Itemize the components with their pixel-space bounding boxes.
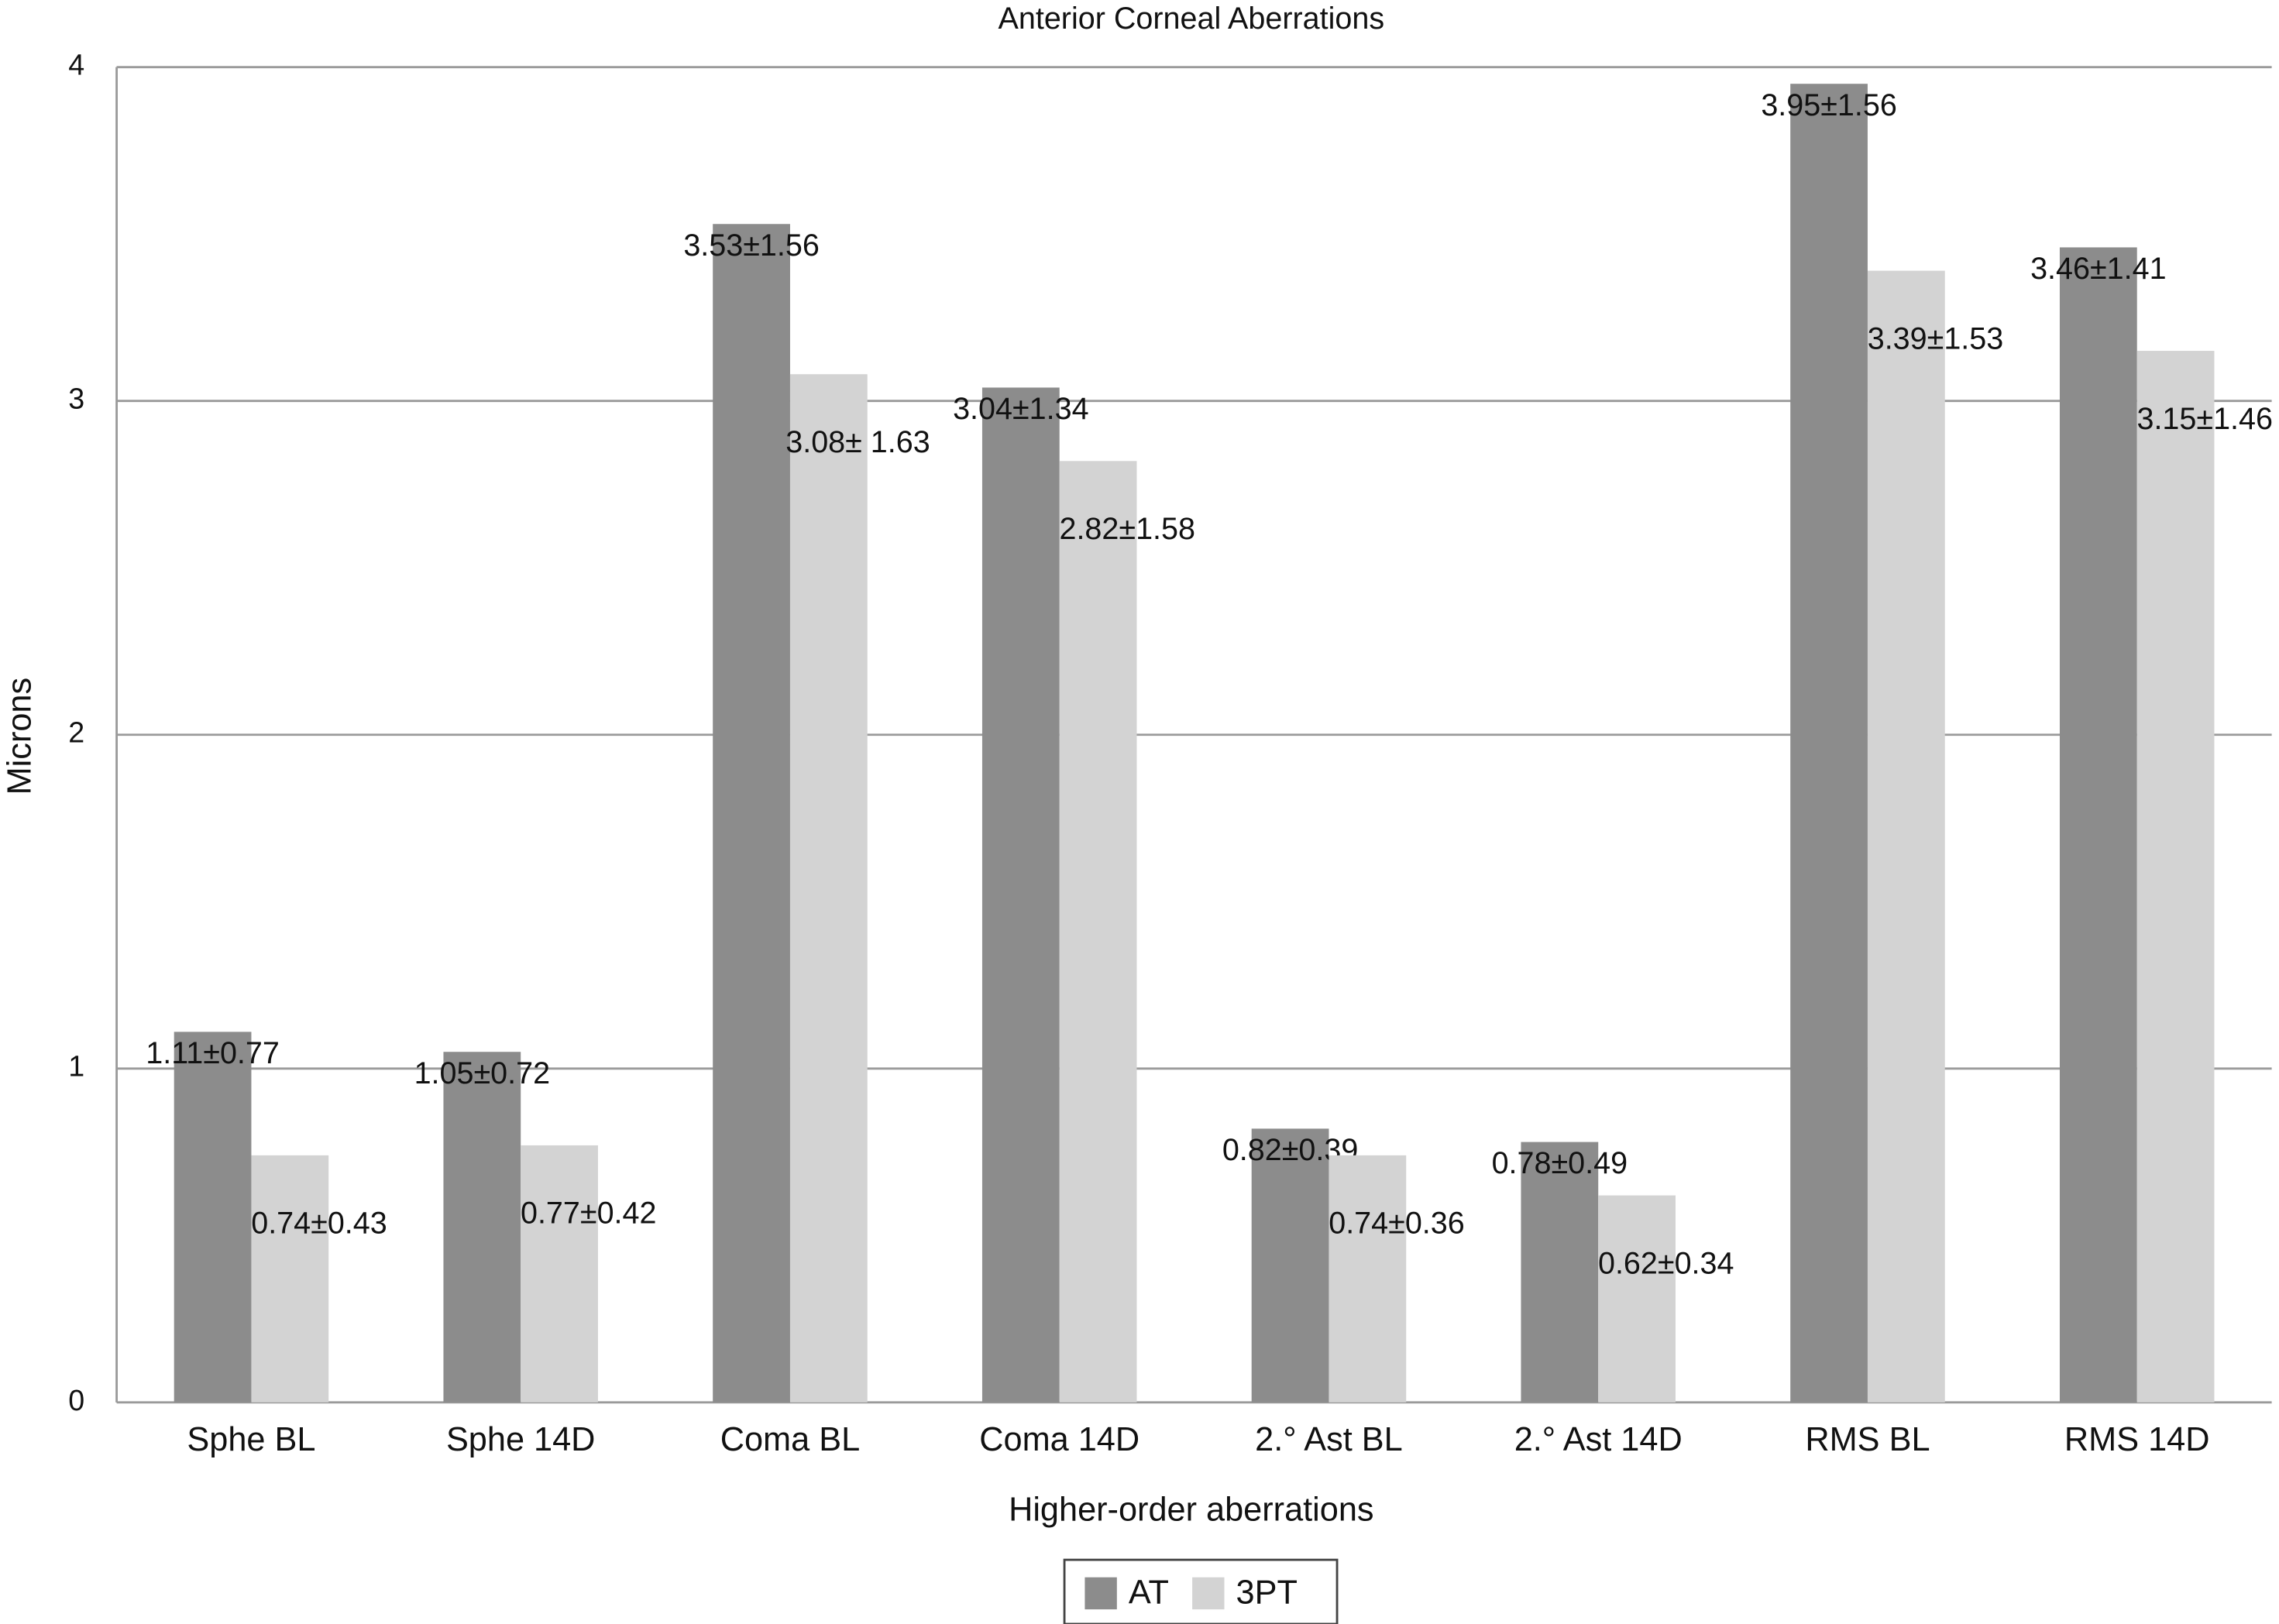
legend-label: AT	[1129, 1574, 1169, 1612]
bar	[443, 1052, 521, 1403]
x-tick-label: Coma 14D	[979, 1421, 1140, 1458]
x-axis-title: Higher-order aberrations	[1009, 1491, 1374, 1528]
bar	[251, 1155, 329, 1403]
data-label: 0.78±0.49	[1492, 1146, 1628, 1180]
y-tick-label: 1	[68, 1050, 84, 1083]
y-axis-title: Microns	[2, 678, 39, 795]
x-tick-label: 2.° Ast BL	[1255, 1421, 1403, 1458]
data-label: 0.62±0.34	[1598, 1246, 1734, 1280]
x-tick-label: RMS BL	[1805, 1421, 1930, 1458]
data-label: 1.05±0.72	[414, 1056, 551, 1090]
bar	[981, 387, 1060, 1403]
data-label: 3.04±1.34	[953, 392, 1089, 426]
bar	[1521, 1142, 1599, 1403]
data-label: 0.74±0.36	[1329, 1207, 1465, 1241]
bar	[789, 374, 868, 1403]
x-tick-label: Sphe 14D	[446, 1421, 596, 1458]
bar	[2136, 351, 2215, 1403]
x-tick-label: Coma BL	[720, 1421, 860, 1458]
data-label: 3.08± 1.63	[785, 425, 930, 459]
data-label: 3.15±1.46	[2136, 402, 2273, 436]
legend-swatch	[1085, 1577, 1117, 1610]
bar	[1329, 1155, 1407, 1403]
y-tick-label: 4	[68, 49, 84, 81]
x-tick-label: RMS 14D	[2064, 1421, 2210, 1458]
data-label: 3.39±1.53	[1868, 321, 2004, 355]
data-label: 3.95±1.56	[1761, 88, 1897, 122]
bar	[174, 1032, 252, 1403]
legend-swatch	[1192, 1577, 1225, 1610]
data-label: 1.11±0.77	[146, 1036, 280, 1070]
data-label: 0.77±0.42	[521, 1197, 657, 1231]
bar	[1598, 1195, 1676, 1403]
bar	[713, 224, 790, 1403]
y-tick-label: 2	[68, 716, 84, 749]
y-tick-label: 3	[68, 383, 84, 415]
bar	[1059, 461, 1137, 1403]
x-tick-label: Sphe BL	[187, 1421, 315, 1458]
data-label: 3.46±1.41	[2030, 252, 2167, 286]
bar	[1867, 270, 1945, 1403]
bar	[2059, 247, 2137, 1403]
data-label: 0.74±0.43	[251, 1207, 387, 1241]
legend-label: 3PT	[1236, 1574, 1298, 1612]
x-tick-label: 2.° Ast 14D	[1514, 1421, 1683, 1458]
data-label: 2.82±1.58	[1059, 512, 1195, 546]
chart-title: Anterior Corneal Aberrations	[999, 2, 1385, 36]
data-label: 3.53±1.56	[683, 228, 820, 263]
bar	[521, 1145, 598, 1403]
y-tick-label: 0	[68, 1384, 84, 1416]
bar	[1251, 1128, 1329, 1403]
bar	[1790, 84, 1868, 1403]
